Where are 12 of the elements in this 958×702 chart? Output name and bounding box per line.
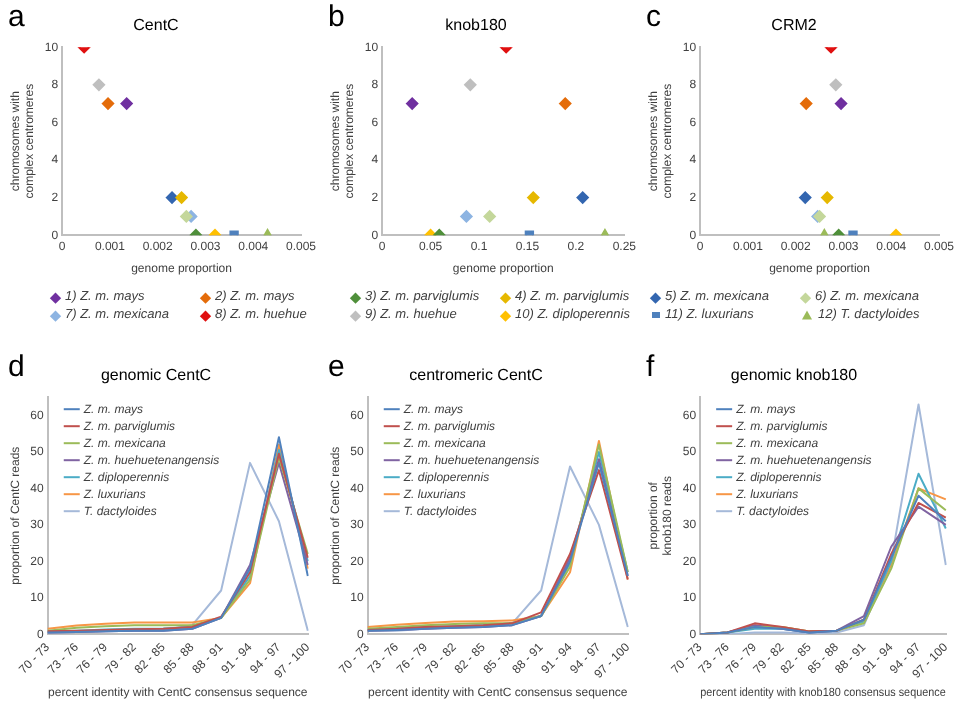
- text: b: [328, 0, 345, 34]
- chart-title: genomic knob180: [730, 366, 859, 385]
- chart-title: CRM2: [771, 16, 818, 35]
- chart-title: centromeric CentC: [409, 366, 544, 385]
- text: f: [646, 350, 655, 384]
- chart-title: CentC: [133, 16, 180, 35]
- text: c: [646, 0, 661, 34]
- text: d: [8, 350, 25, 384]
- chart-title: genomic CentC: [100, 366, 212, 385]
- chart-title: knob180: [445, 16, 508, 35]
- text: e: [328, 350, 345, 384]
- text: a: [8, 0, 25, 34]
